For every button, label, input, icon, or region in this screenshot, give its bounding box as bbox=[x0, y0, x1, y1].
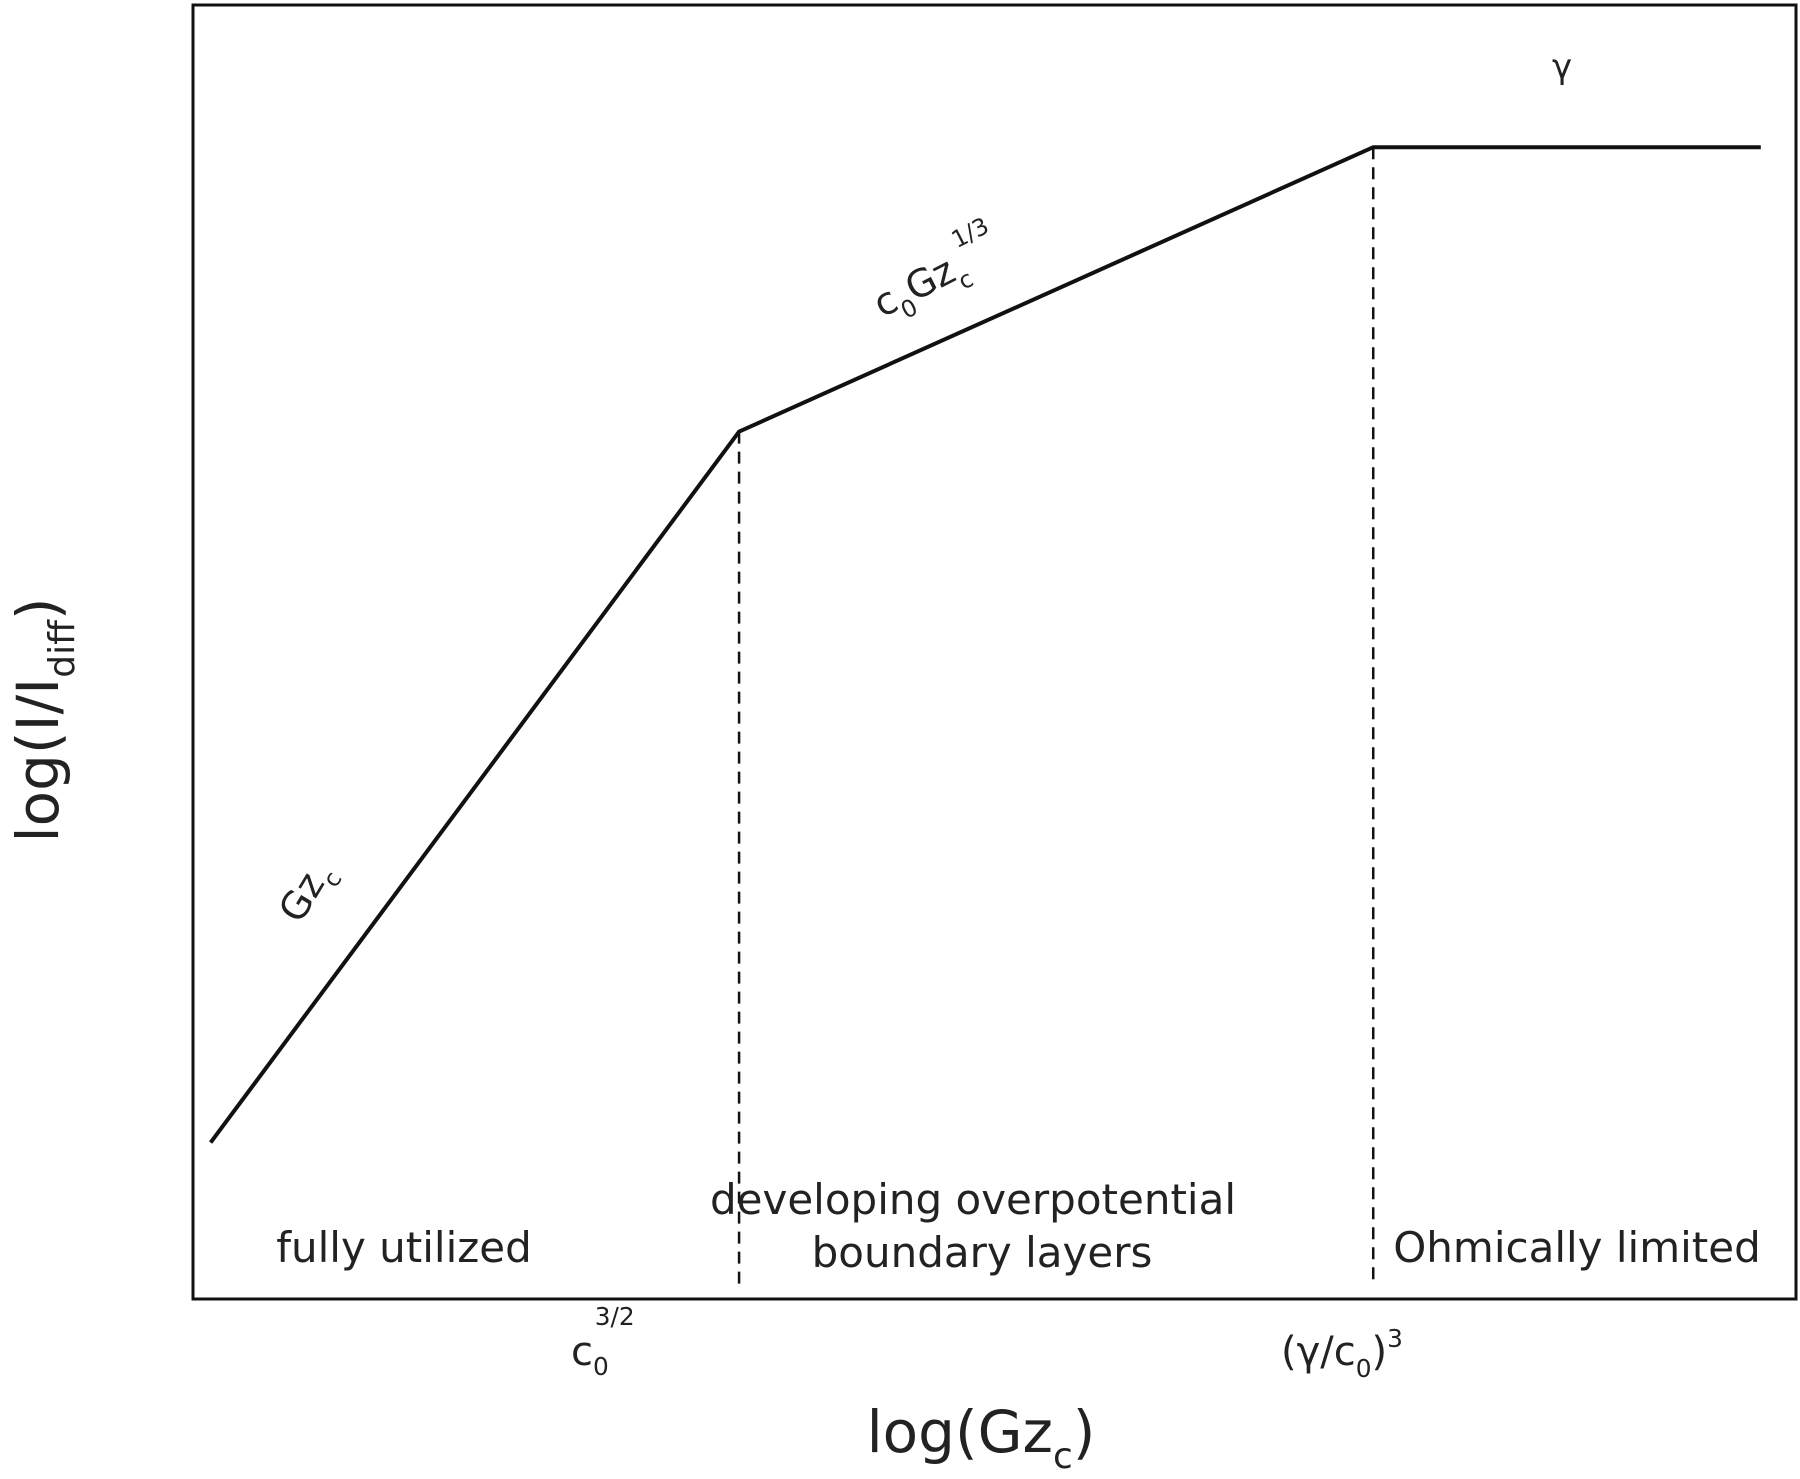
x-tick-label-c0-3-2: c03/2 bbox=[571, 1302, 635, 1381]
segment-label-gamma: γ bbox=[1552, 47, 1572, 87]
region-label-fully-utilized: fully utilized bbox=[276, 1223, 532, 1272]
region-label-developing-line1: developing overpotential bbox=[710, 1175, 1236, 1224]
segment-label-c0gzc13: c0Gzc1/3 bbox=[859, 212, 1011, 334]
region-label-developing-line2: boundary layers bbox=[812, 1228, 1153, 1277]
plot-frame bbox=[191, 3, 1798, 1301]
x-axis-title: log(Gzc) bbox=[867, 1398, 1096, 1477]
current-curve bbox=[208, 145, 1761, 1144]
x-tick-label-gamma-c0-cubed: (γ/c0)3 bbox=[1281, 1324, 1403, 1383]
region-label-ohmically-limited: Ohmically limited bbox=[1393, 1223, 1761, 1272]
y-axis-title: log(I/Idiff) bbox=[4, 597, 83, 842]
segment-label-gzc: Gzc bbox=[270, 854, 348, 935]
